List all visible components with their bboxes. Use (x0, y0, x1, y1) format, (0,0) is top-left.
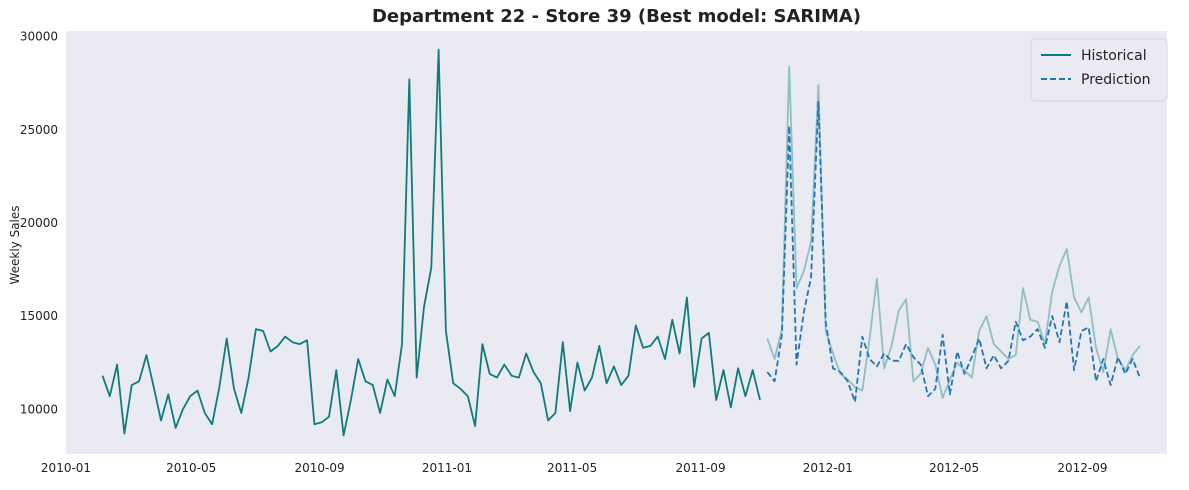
y-axis-ticks: 10000 15000 20000 25000 30000 (20, 30, 58, 417)
y-tick-label: 25000 (20, 123, 58, 137)
y-tick-label: 30000 (20, 30, 58, 44)
series-line-historical (101, 48, 761, 437)
x-tick-label: 2010-05 (166, 461, 216, 475)
x-tick-label: 2012-09 (1057, 461, 1107, 475)
legend-label-historical: Historical (1081, 48, 1147, 64)
x-tick-label: 2010-09 (295, 461, 345, 475)
x-tick-label: 2011-05 (547, 461, 597, 475)
x-axis-ticks: 2010-01 2010-05 2010-09 2011-01 2011-05 2011-… (41, 461, 1108, 475)
plot-area (66, 31, 1167, 454)
legend-label-prediction: Prediction (1081, 72, 1151, 88)
legend: Historical Prediction (1030, 38, 1168, 102)
y-tick-label: 10000 (20, 402, 58, 416)
x-tick-label: 2012-05 (929, 461, 979, 475)
y-tick-label: 20000 (20, 216, 58, 230)
series-line-prediction (766, 100, 1141, 403)
x-tick-label: 2011-09 (675, 461, 725, 475)
chart-title: Department 22 - Store 39 (Best model: SA… (371, 6, 862, 27)
y-tick-label: 15000 (20, 309, 58, 323)
x-tick-label: 2012-01 (803, 461, 853, 475)
series-layer (101, 48, 1141, 437)
x-tick-label: 2011-01 (422, 461, 472, 475)
x-tick-label: 2010-01 (41, 461, 91, 475)
